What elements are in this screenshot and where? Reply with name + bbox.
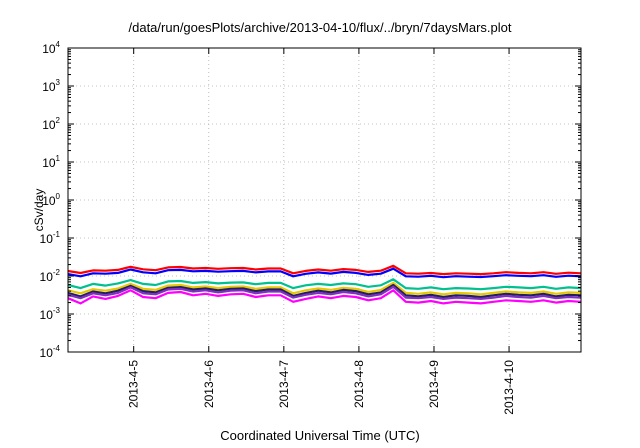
series-line-5: [67, 283, 582, 299]
y-tick-label: 103: [42, 78, 60, 94]
y-tick-label: 100: [42, 192, 60, 208]
chart-title: /data/run/goesPlots/archive/2013-04-10/f…: [128, 20, 512, 35]
y-tick-exponent: 2: [56, 116, 61, 125]
series-line-1: [67, 264, 582, 276]
x-tick-label: 2013-4-5: [127, 360, 141, 408]
y-tick-label: 10-4: [40, 344, 61, 360]
y-tick-label: 10-1: [40, 230, 61, 246]
series-line-6: [67, 285, 582, 300]
y-tick-exponent: 0: [56, 192, 61, 201]
x-tick-label: 2013-4-8: [352, 360, 366, 408]
y-tick-label: 10-2: [40, 268, 61, 284]
y-tick-label: 102: [42, 116, 60, 132]
series-layer: [67, 264, 582, 305]
x-tick-label: 2013-4-9: [427, 360, 441, 408]
y-tick-exponent: 4: [56, 40, 61, 49]
grid-lines: [68, 48, 581, 352]
series-line-2: [67, 267, 582, 279]
y-tick-exponent: -3: [53, 306, 61, 315]
x-tick-label: 2013-4-6: [202, 360, 216, 408]
y-tick-exponent: -2: [53, 268, 61, 277]
series-line-4: [67, 281, 582, 296]
y-tick-exponent: -1: [53, 230, 61, 239]
y-tick-label: 101: [42, 154, 60, 170]
y-tick-exponent: -4: [53, 344, 61, 353]
series-line-7: [67, 289, 582, 305]
x-tick-label: 2013-4-7: [277, 360, 291, 408]
y-tick-exponent: 3: [56, 78, 61, 87]
y-tick-label: 10-3: [40, 306, 61, 322]
y-tick-label: 104: [42, 40, 60, 56]
y-tick-exponent: 1: [56, 154, 61, 163]
x-tick-label: 2013-4-10: [502, 360, 516, 415]
x-axis-label: Coordinated Universal Time (UTC): [220, 428, 420, 443]
series-line-3: [67, 278, 582, 291]
